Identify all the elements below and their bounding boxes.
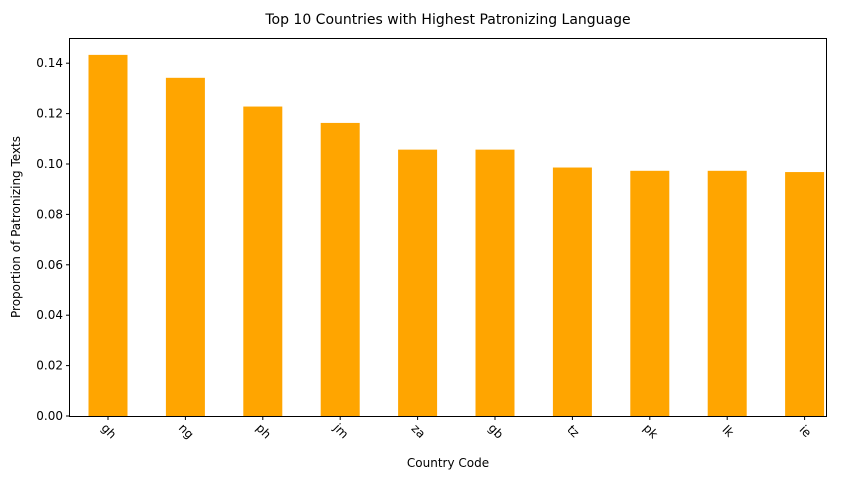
bar-lk [707,170,747,416]
x-axis: gh ng ph jm za gb tz pk lk ie [98,416,814,442]
bar-ng [165,77,205,416]
y-axis-label: Proportion of Patronizing Texts [9,136,23,318]
x-tick-label-ie: ie [797,422,814,439]
bar-ie [785,172,825,416]
bar-tz [552,167,592,416]
x-tick-label-pk: pk [641,421,661,441]
x-tick-label-tz: tz [564,422,582,440]
x-tick-label-za: za [409,421,429,441]
x-axis-label: Country Code [407,456,489,470]
x-tick-label-gh: gh [98,421,119,442]
y-tick-label: 0.02 [36,359,63,373]
y-tick-label: 0.14 [36,56,63,70]
bar-ph [243,106,283,416]
bar-pk [630,170,670,416]
y-tick-label: 0.12 [36,107,63,121]
x-tick-label-jm: jm [330,420,351,441]
y-tick-label: 0.00 [36,409,63,423]
bar-jm [320,122,360,416]
y-tick-label: 0.08 [36,207,63,221]
chart-title: Top 10 Countries with Highest Patronizin… [264,12,630,28]
x-tick-label-lk: lk [719,423,736,440]
x-tick-label-ng: ng [176,421,197,442]
bar-gb [475,149,515,417]
bar-za [398,149,438,417]
plot-frame [69,38,827,417]
y-tick-label: 0.04 [36,308,63,322]
bar-gh [88,54,128,416]
x-tick-label-gb: gb [485,421,506,442]
bar-series [88,54,825,417]
y-tick-label: 0.06 [36,258,63,272]
y-tick-label: 0.10 [36,157,63,171]
y-axis: 0.00 0.02 0.04 0.06 0.08 0.10 0.12 0.14 [36,56,70,423]
x-tick-label-ph: ph [253,421,274,442]
